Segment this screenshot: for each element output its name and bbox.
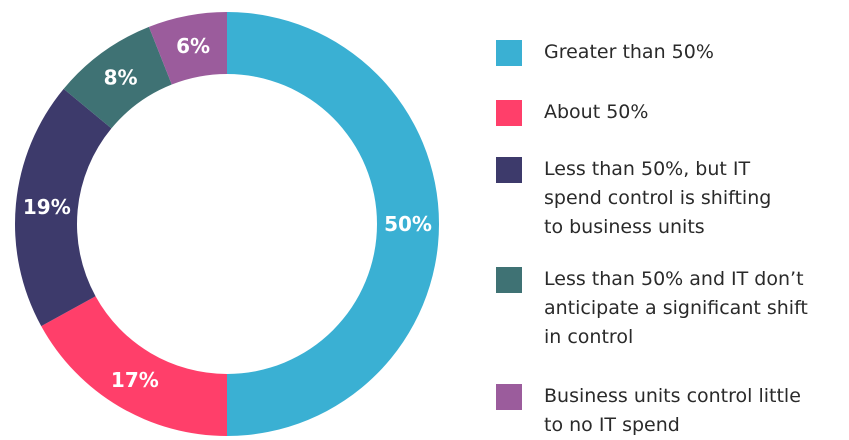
legend-swatch <box>496 384 522 410</box>
slice-about-50 <box>41 296 227 436</box>
legend-swatch <box>496 267 522 293</box>
legend-item-about-50: About 50% <box>496 98 648 127</box>
legend-item-business-units-control: Business units control little to no IT s… <box>496 382 801 440</box>
legend-label: Less than 50%, but IT spend control is s… <box>544 158 772 238</box>
legend-label: About 50% <box>544 101 649 123</box>
legend-item-greater-than-50: Greater than 50% <box>496 38 714 67</box>
slice-value-label: 8% <box>104 66 138 90</box>
legend-label: Greater than 50% <box>544 41 714 63</box>
legend-swatch <box>496 100 522 126</box>
slice-value-label: 17% <box>111 368 159 392</box>
slice-value-label: 50% <box>384 212 432 236</box>
legend-item-less-than-50-no-shift: Less than 50% and IT don’t anticipate a … <box>496 265 808 352</box>
legend-swatch <box>496 157 522 183</box>
legend-label: Less than 50% and IT don’t anticipate a … <box>544 268 808 348</box>
legend-swatch <box>496 40 522 66</box>
slice-business-units-control <box>148 12 227 85</box>
slice-value-label: 6% <box>176 34 210 58</box>
legend-label: Business units control little to no IT s… <box>544 385 801 436</box>
legend-item-less-than-50-shifting: Less than 50%, but IT spend control is s… <box>496 155 771 242</box>
slice-value-label: 19% <box>23 195 71 219</box>
slice-greater-than-50 <box>227 12 439 436</box>
slice-less-than-50-shifting <box>15 88 112 327</box>
slice-less-than-50-no-shift <box>63 26 172 129</box>
donut-chart: 50% 17% 19% 8% 6% <box>15 12 439 436</box>
